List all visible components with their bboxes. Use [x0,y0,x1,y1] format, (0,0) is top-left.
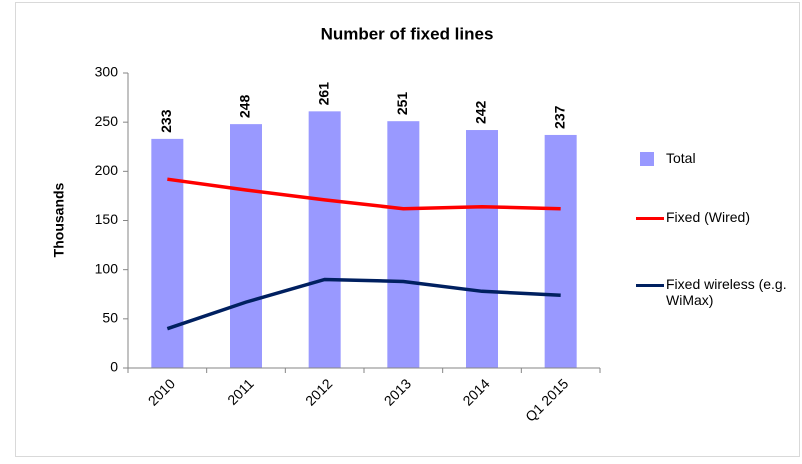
line [167,177,561,211]
y-tick-label: 250 [95,113,119,129]
bar [151,138,184,368]
legend-swatch [636,284,664,287]
legend-label: Fixed (Wired) [666,209,751,225]
legend-item: Total [636,150,791,166]
value-label: 233 [158,109,174,133]
legend-label: Fixed wireless (e.g. WiMax) [666,276,787,308]
value-label: 261 [315,82,331,106]
bar [308,111,341,368]
legend-label: Total [666,150,696,166]
y-tick-label: 200 [95,162,119,178]
value-label: 251 [394,92,410,116]
y-tick-label: 150 [95,211,119,227]
legend-item: Fixed wireless (e.g. WiMax) [636,276,791,308]
bar [544,134,577,368]
value-label: 242 [473,100,489,124]
bar [230,124,262,368]
line [166,277,561,331]
value-label: 237 [551,105,567,129]
y-tick-label: 0 [110,359,118,375]
legend-item: Fixed (Wired) [636,209,791,225]
legend-swatch [640,152,654,166]
y-tick-label: 300 [95,64,119,80]
bar [387,121,420,368]
bar [466,130,498,368]
legend-swatch [636,217,664,220]
y-tick-label: 50 [102,310,118,326]
value-label: 248 [237,95,253,119]
chart-title: Number of fixed lines [321,24,494,43]
y-tick-label: 100 [95,260,119,276]
y-axis-label: Thousands [51,182,67,257]
